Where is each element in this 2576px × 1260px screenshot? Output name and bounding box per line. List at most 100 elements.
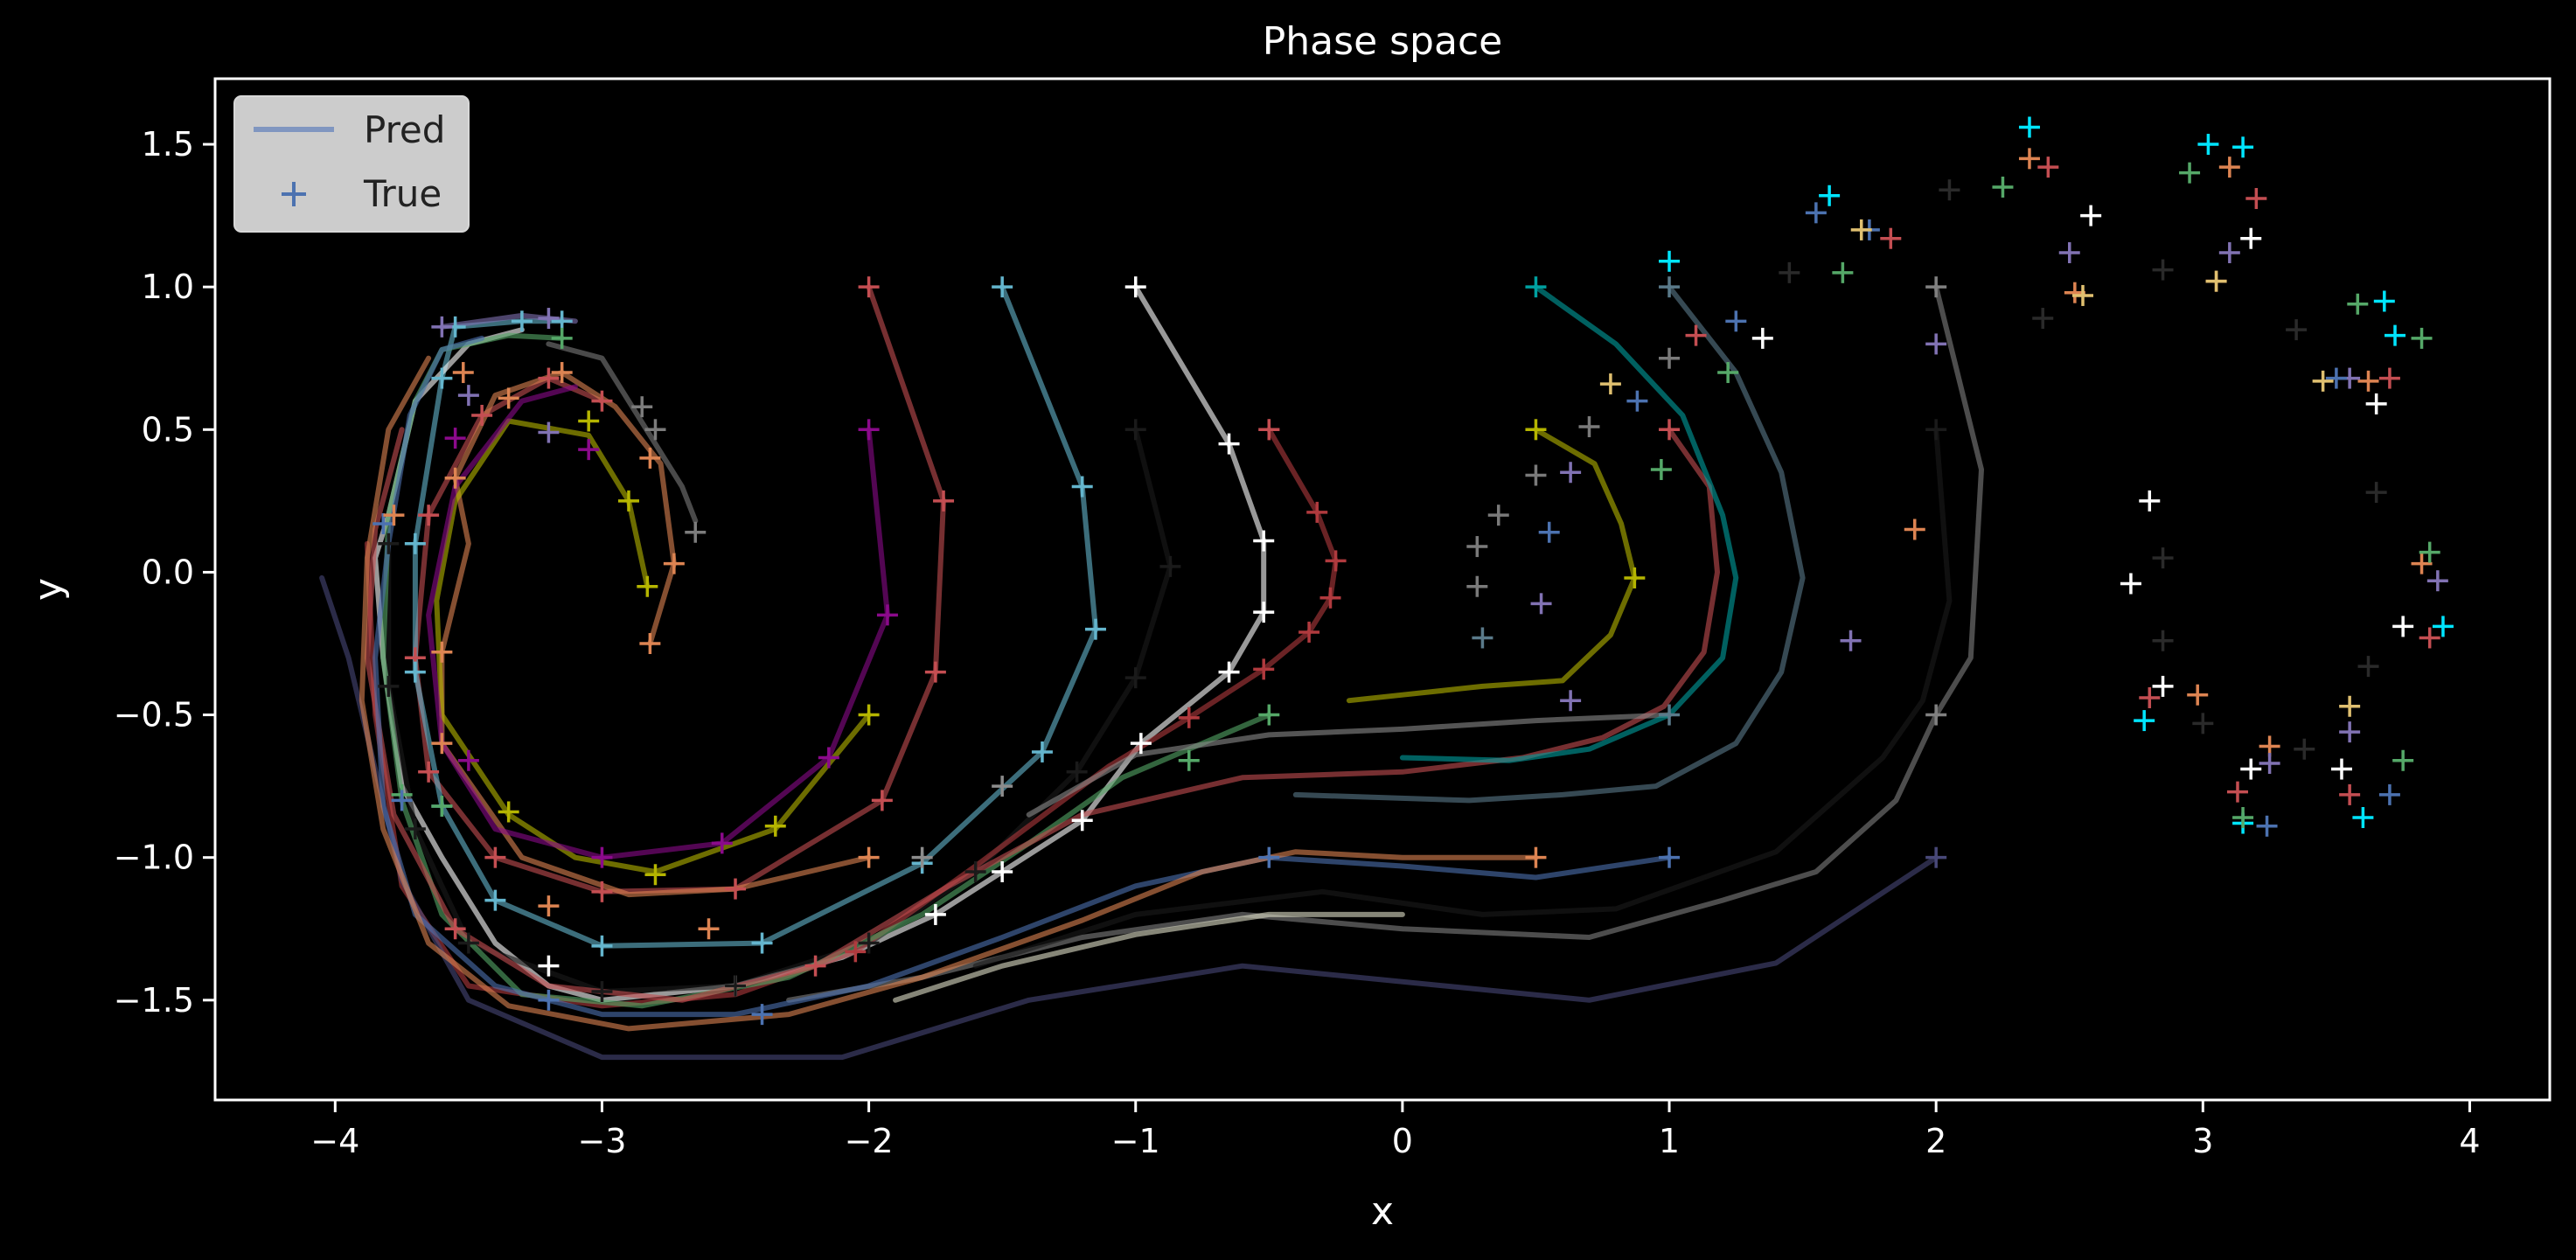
true-point-6-3	[1626, 390, 1648, 412]
true-point-1-9	[1659, 250, 1681, 272]
legend-true-swatch	[282, 182, 306, 206]
pred-line-20	[546, 341, 699, 524]
axes-frame	[213, 77, 2552, 1102]
true-point-4-6	[2232, 807, 2254, 829]
true-marker-5-1	[1178, 749, 1200, 771]
true-marker-14-2	[538, 895, 560, 917]
true-point-2-1	[2245, 188, 2267, 210]
true-marker-15-1	[764, 815, 786, 837]
true-marker-3-10	[378, 675, 400, 697]
y-axis-label: y	[26, 578, 71, 601]
pred-line-8	[972, 427, 1953, 969]
true-marker-10-3	[538, 989, 560, 1011]
true-point-0-1	[2139, 490, 2161, 512]
true-point-5-9	[1530, 593, 1552, 615]
true-point-1-5	[2352, 807, 2374, 829]
true-marker-17-0	[1525, 276, 1547, 298]
axis-ticks: −4 −3 −2 −1 0 1 2 3 4 −1.5 −1.0 −0.5 0.0 0.5 1.0 1.5	[114, 125, 2481, 1160]
true-marker-3-7	[591, 981, 613, 1003]
x-tick-label-4: 0	[1392, 1122, 1413, 1160]
true-marker-1-3	[1031, 741, 1053, 762]
true-point-5-5	[2259, 753, 2280, 775]
true-point-9-4	[2357, 656, 2379, 678]
true-marker-14-11	[498, 387, 519, 409]
true-point-3-7	[2018, 148, 2040, 170]
true-marker-4-7	[845, 941, 867, 963]
pred-line-7	[786, 284, 1984, 1003]
true-marker-2-2	[1253, 530, 1275, 552]
true-marker-2-3	[1253, 602, 1275, 623]
true-point-1-1	[2232, 136, 2254, 158]
true-marker-6-0	[1659, 419, 1681, 441]
x-tick-label-2: −2	[845, 1122, 894, 1160]
true-point-5-3	[2426, 570, 2448, 592]
true-point-6-7	[2325, 367, 2347, 389]
true-marker-21-1	[538, 308, 560, 330]
true-marker-13-0	[992, 776, 1013, 797]
true-point-3-2	[2411, 553, 2433, 574]
true-marker-0-10	[471, 404, 493, 426]
true-marker-4-5	[1253, 658, 1275, 680]
true-point-0-6	[2392, 616, 2414, 637]
true-marker-10-1	[1258, 846, 1280, 868]
true-point-8-4	[1599, 373, 1621, 395]
true-marker-14-0	[858, 846, 880, 868]
true-point-4-7	[1832, 261, 1854, 283]
true-marker-16-1	[876, 604, 898, 626]
true-point-9-2	[2286, 319, 2308, 341]
true-marker-3-0	[1124, 419, 1146, 441]
true-marker-18-2	[1472, 627, 1493, 649]
true-point-0-0	[2080, 205, 2102, 226]
true-marker-4-1	[1306, 501, 1328, 523]
y-tick-label-6: 1.5	[142, 125, 194, 164]
pred-line-2	[372, 284, 1267, 1003]
true-marker-11-0	[1525, 846, 1547, 868]
true-point-3-0	[2218, 157, 2240, 178]
true-point-9-3	[2365, 482, 2387, 504]
true-point-8-0	[2072, 284, 2093, 306]
true-marker-1-9	[404, 661, 426, 683]
true-marker-5-4	[551, 327, 573, 349]
true-marker-10-5	[372, 512, 394, 534]
true-point-5-4	[2339, 721, 2361, 743]
pred-line-18	[1292, 284, 1806, 804]
y-tick-label-2: −0.5	[114, 696, 194, 734]
true-point-2-2	[2378, 367, 2400, 389]
true-point-0-2	[2120, 573, 2141, 595]
true-marker-1-5	[751, 932, 773, 954]
true-marker-1-7	[484, 889, 506, 911]
true-point-9-9	[1779, 261, 1800, 283]
true-marker-15-4	[578, 410, 600, 432]
true-point-1-0	[2018, 116, 2040, 138]
true-point-3-1	[2357, 370, 2379, 392]
x-axis-label: x	[1371, 1189, 1394, 1234]
true-marker-21-2	[457, 385, 479, 407]
true-point-7-5	[1487, 505, 1509, 526]
true-point-6-0	[1805, 202, 1827, 224]
true-marker-2-6	[1071, 810, 1093, 832]
true-point-7-2	[1578, 416, 1600, 438]
true-marker-3-4	[964, 860, 986, 882]
x-tick-label-5: 1	[1659, 1122, 1680, 1160]
true-marker-0-7	[418, 761, 440, 783]
plot-area	[319, 116, 2454, 1061]
true-marker-1-6	[591, 935, 613, 957]
true-point-3-4	[2187, 684, 2209, 706]
legend-true-label: True	[363, 172, 442, 215]
true-marker-9-0	[1925, 846, 1947, 868]
true-point-5-8	[1560, 690, 1582, 712]
true-point-0-9	[1751, 327, 1773, 349]
x-tick-label-0: −4	[310, 1122, 359, 1160]
legend-pred-label: Pred	[364, 108, 445, 151]
y-tick-label-3: 0.0	[142, 553, 194, 591]
true-marker-3-2	[1124, 667, 1146, 689]
true-marker-3-3	[1066, 761, 1088, 783]
true-marker-1-11	[431, 367, 453, 389]
true-marker-18-1	[1659, 704, 1681, 726]
true-point-1-8	[2373, 290, 2395, 312]
pred-line-12	[893, 911, 1405, 1003]
true-marker-14-6	[452, 362, 474, 384]
true-marker-15-3	[498, 801, 519, 823]
true-marker-2-0	[1124, 276, 1146, 298]
